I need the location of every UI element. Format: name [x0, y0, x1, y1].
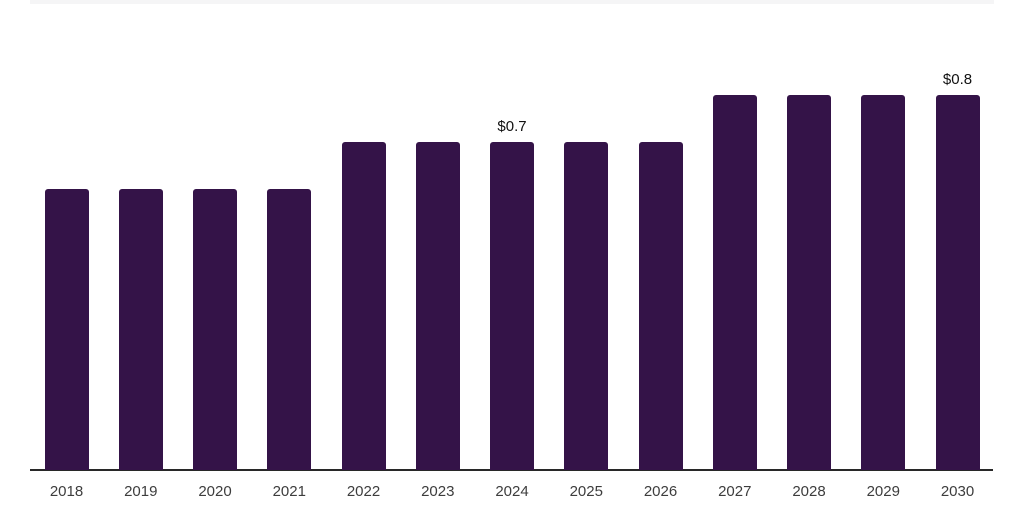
bar-2018 — [44, 189, 89, 470]
bar-2027 — [712, 95, 757, 470]
x-tick-label-2026: 2026 — [643, 483, 678, 500]
bar-2030 — [935, 95, 980, 470]
x-tick-label-2018: 2018 — [49, 483, 84, 500]
x-tick-label-2024: 2024 — [495, 483, 529, 500]
x-tick-label-2020: 2020 — [198, 483, 232, 500]
bar-2022 — [341, 142, 386, 470]
x-tick-label-2030: 2030 — [940, 483, 975, 500]
x-tick-label-2027: 2027 — [718, 483, 752, 500]
bar-2020 — [193, 189, 237, 470]
bar-2021 — [267, 189, 312, 470]
bar-2029 — [861, 95, 906, 470]
bar-2026 — [638, 142, 683, 470]
bar-2025 — [564, 142, 609, 470]
value-label-2024: $0.7 — [497, 118, 527, 135]
bar-2028 — [787, 95, 831, 470]
x-tick-label-2021: 2021 — [272, 483, 306, 500]
bar-2024 — [490, 142, 534, 470]
x-tick-label-2023: 2023 — [421, 483, 455, 500]
x-tick-label-2019: 2019 — [124, 483, 158, 500]
bar-2023 — [415, 142, 460, 470]
x-tick-label-2029: 2029 — [866, 483, 900, 500]
x-tick-label-2025: 2025 — [569, 483, 603, 500]
x-tick-label-2022: 2022 — [346, 483, 381, 500]
x-axis-line — [30, 469, 993, 471]
value-label-2030: $0.8 — [942, 71, 973, 88]
plot-top-gridline — [30, 0, 994, 4]
bar-2019 — [118, 189, 163, 470]
x-tick-label-2028: 2028 — [792, 483, 826, 500]
